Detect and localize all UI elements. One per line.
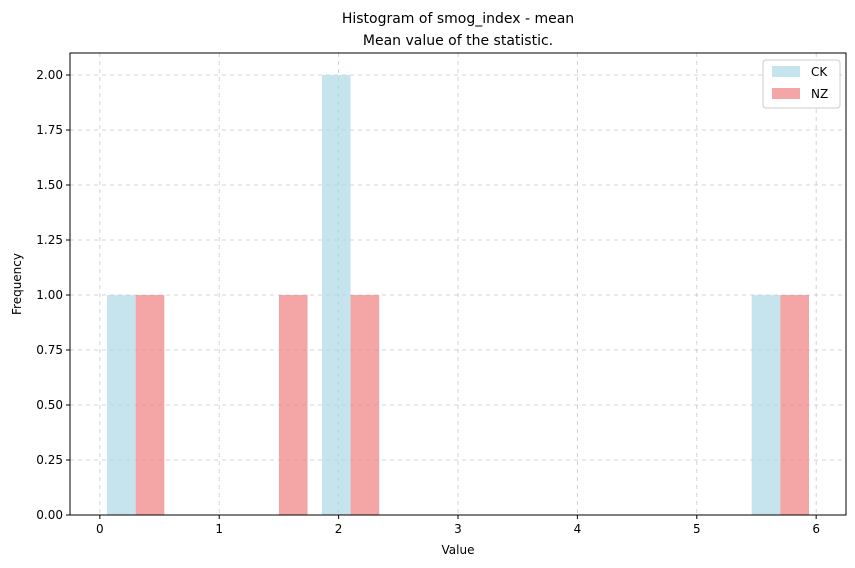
x-tick-label: 6: [812, 522, 820, 536]
y-tick-label: 1.50: [36, 178, 63, 192]
y-tick-label: 2.00: [36, 68, 63, 82]
legend-swatch-nz: [772, 88, 800, 99]
x-tick-label: 3: [454, 522, 462, 536]
bar-nz-3: [780, 295, 809, 515]
legend-swatch-ck: [772, 66, 800, 77]
chart-subtitle: Mean value of the statistic.: [363, 33, 553, 49]
y-axis-label: Frequency: [10, 253, 24, 315]
x-tick-label: 2: [335, 522, 343, 536]
x-tick-label: 0: [96, 522, 104, 536]
y-tick-label: 0.50: [36, 398, 63, 412]
y-tick-label: 1.00: [36, 288, 63, 302]
x-axis-label: Value: [442, 543, 475, 557]
x-tick-label: 5: [693, 522, 701, 536]
y-tick-label: 0.75: [36, 343, 63, 357]
legend: CK NZ: [762, 59, 841, 109]
bars: [107, 75, 809, 515]
legend-label-ck: CK: [811, 65, 828, 79]
legend-label-nz: NZ: [811, 87, 828, 101]
bar-ck-0: [107, 295, 136, 515]
y-tick-label: 1.75: [36, 123, 63, 137]
y-tick-label: 0.00: [36, 508, 63, 522]
bar-nz-1: [278, 295, 308, 515]
y-tick-label: 1.25: [36, 233, 63, 247]
bar-ck-1: [321, 75, 351, 515]
bar-nz-0: [135, 295, 165, 515]
axis-ticks: 0 1 2 3 4 5 6 0.00 0.25 0.50 0.75 1.00 1.25 1.50 1.75 2…: [36, 68, 820, 536]
grid-lines: [70, 53, 846, 516]
bar-nz-2: [350, 295, 380, 515]
y-tick-label: 0.25: [36, 453, 63, 467]
x-tick-label: 1: [215, 522, 223, 536]
chart-title: Histogram of smog_index - mean: [342, 11, 574, 27]
bar-ck-2: [751, 295, 781, 515]
x-tick-label: 4: [574, 522, 582, 536]
